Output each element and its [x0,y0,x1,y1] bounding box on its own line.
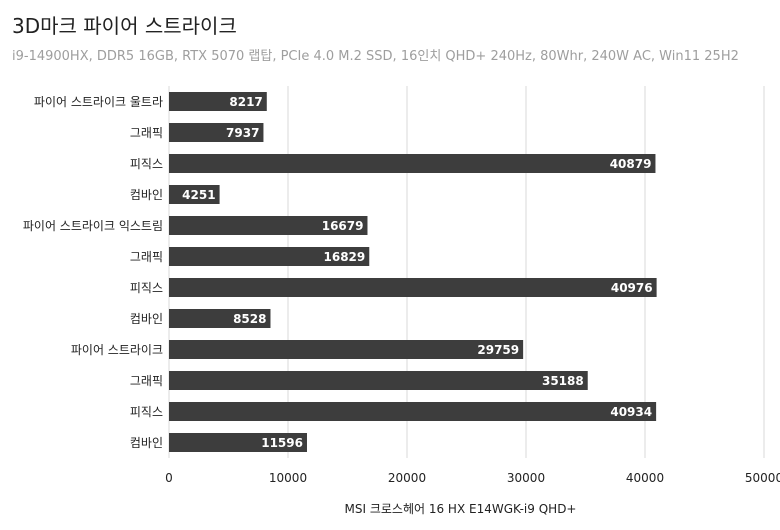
chart-title: 3D마크 파이어 스트라이크 [12,14,237,38]
bar-value-label: 8528 [233,312,266,326]
category-label: 그래픽 [130,250,163,264]
bar-value-label: 16679 [322,219,364,233]
bar [169,278,657,297]
gridlines [168,86,765,458]
bar-value-label: 40976 [611,281,653,295]
bar-value-label: 7937 [226,126,259,140]
x-tick-label: 20000 [388,471,426,485]
bar [169,216,368,235]
bar [169,123,264,142]
category-label: 그래픽 [130,126,163,140]
bar [169,340,524,359]
x-axis-title: MSI 크로스헤어 16 HX E14WGK-i9 QHD+ [345,502,577,516]
bar [169,433,307,452]
bar [169,247,370,266]
bar-value-label: 16829 [324,250,366,264]
category-label: 피직스 [130,405,163,419]
category-label: 컴바인 [130,188,163,202]
chart-subtitle: i9-14900HX, DDR5 16GB, RTX 5070 랩탑, PCIe… [12,49,739,64]
bar [169,371,588,390]
category-label: 그래픽 [130,374,163,388]
bar-value-label: 8217 [229,95,262,109]
bar [169,154,656,173]
category-label: 파이어 스트라이크 울트라 [34,95,163,109]
bar-value-label: 11596 [261,436,303,450]
bars: 8217 7937 40879 4251 16679 16829 40976 8528 2975… [169,92,657,452]
x-tick-label: 50000 [745,471,780,485]
category-label: 컴바인 [130,312,163,326]
category-label: 피직스 [130,157,163,171]
bar-value-label: 29759 [477,343,519,357]
category-label: 피직스 [130,281,163,295]
x-tick-label: 40000 [626,471,664,485]
bar [169,309,271,328]
bar [169,92,267,111]
bar-value-label: 40934 [610,405,652,419]
bar-value-label: 35188 [542,374,584,388]
bar [169,402,657,421]
x-tick-labels: 0 10000 20000 30000 40000 50000 [165,471,780,485]
bar-value-label: 4251 [182,188,215,202]
x-tick-label: 30000 [507,471,545,485]
category-label: 파이어 스트라이크 [71,343,163,357]
x-tick-label: 10000 [269,471,307,485]
category-label: 파이어 스트라이크 익스트림 [23,219,163,233]
x-tick-label: 0 [165,471,173,485]
bar-value-label: 40879 [610,157,652,171]
category-label: 컴바인 [130,436,163,450]
bar [169,185,220,204]
